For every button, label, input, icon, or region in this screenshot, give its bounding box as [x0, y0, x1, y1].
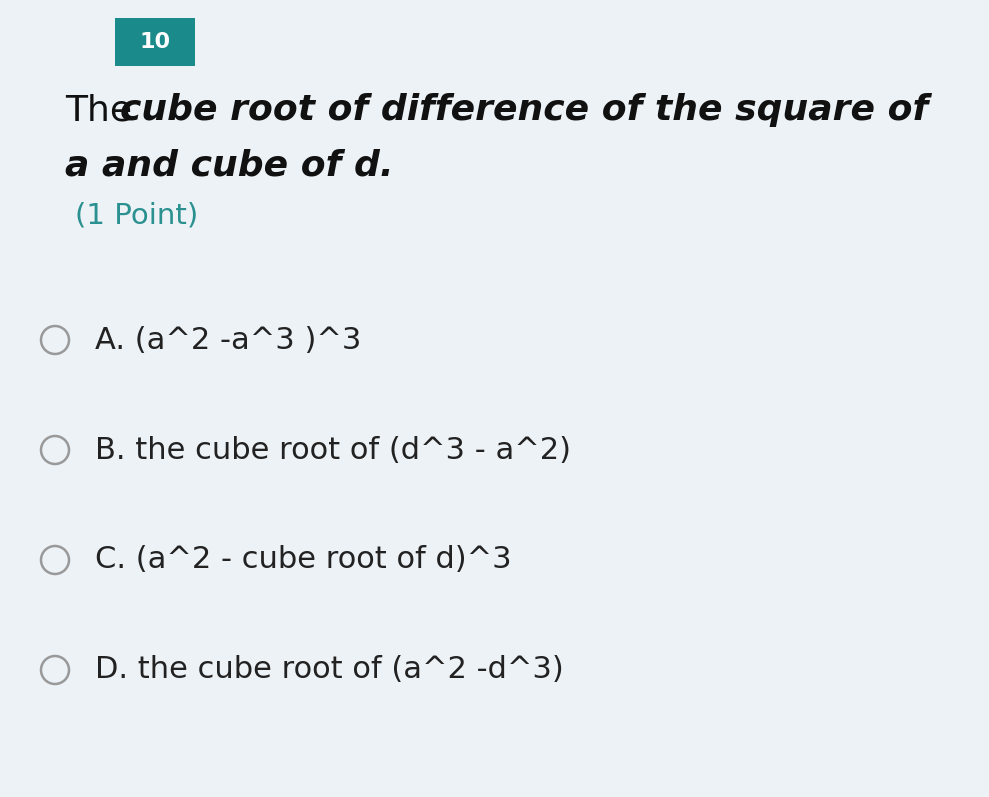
- Text: The: The: [65, 93, 143, 127]
- Text: cube root of difference of the square of: cube root of difference of the square of: [120, 93, 929, 127]
- FancyBboxPatch shape: [115, 18, 195, 66]
- Text: A. (a^2 -a^3 )^3: A. (a^2 -a^3 )^3: [95, 325, 361, 355]
- Text: (1 Point): (1 Point): [75, 201, 198, 229]
- Text: B. the cube root of (d^3 - a^2): B. the cube root of (d^3 - a^2): [95, 435, 571, 465]
- Text: D. the cube root of (a^2 -d^3): D. the cube root of (a^2 -d^3): [95, 655, 564, 685]
- Text: a and cube of d.: a and cube of d.: [65, 148, 394, 182]
- Text: C. (a^2 - cube root of d)^3: C. (a^2 - cube root of d)^3: [95, 545, 511, 575]
- Text: 10: 10: [139, 32, 170, 52]
